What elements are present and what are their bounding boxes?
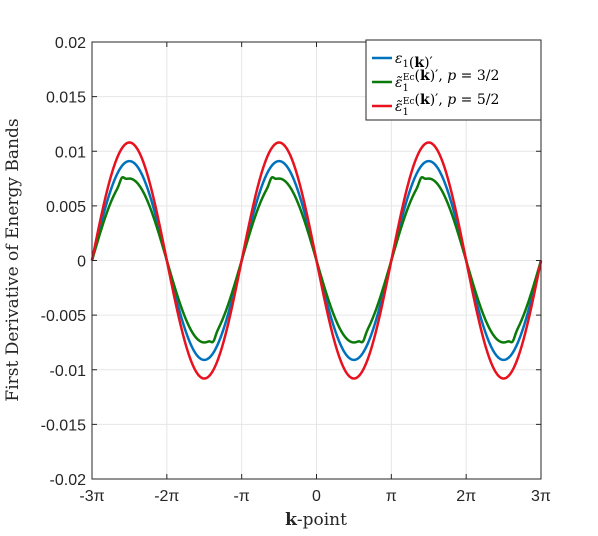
x-axis-title: k-point xyxy=(285,510,347,530)
y-tick-label: 0.015 xyxy=(46,90,86,107)
y-tick-label: -0.02 xyxy=(50,472,87,489)
y-tick-label: -0.015 xyxy=(41,417,86,434)
y-tick-labels: -0.02 -0.015 -0.01 -0.005 0 0.005 0.01 0.015 0.0… xyxy=(41,35,86,489)
series-layer xyxy=(90,141,543,380)
y-tick-label: 0.02 xyxy=(55,35,86,52)
legend-label-3: ε̃1Ec(k)′, p = 5/2 xyxy=(395,92,499,118)
legend-label-1: ε1(k)′ xyxy=(395,51,433,71)
y-tick-label: -0.01 xyxy=(50,363,87,380)
y-tick-label: 0.005 xyxy=(46,199,86,216)
x-tick-label: 2π xyxy=(456,488,476,505)
x-tick-label: -3π xyxy=(79,488,104,505)
y-axis-title: First Derivative of Energy Bands xyxy=(3,118,23,401)
y-tick-label: 0 xyxy=(77,254,86,271)
series-line-3 xyxy=(90,141,543,380)
y-tick-label: -0.005 xyxy=(41,308,86,325)
x-tick-labels: -3π -2π -π 0 π 2π 3π xyxy=(79,488,551,505)
x-tick-label: 0 xyxy=(312,488,321,505)
ticks xyxy=(91,41,542,480)
y-tick-label: 0.01 xyxy=(55,144,86,161)
legend-box xyxy=(365,39,542,121)
legend: ε1(k)′ε̃1Ec(k)′, p = 3/2ε̃1Ec(k)′, p = 5… xyxy=(365,39,542,121)
x-tick-label: π xyxy=(386,488,397,505)
x-tick-label: 3π xyxy=(531,488,551,505)
x-tick-label: -π xyxy=(233,488,249,505)
x-tick-label: -2π xyxy=(154,488,179,505)
legend-label-2: ε̃1Ec(k)′, p = 3/2 xyxy=(395,68,499,94)
